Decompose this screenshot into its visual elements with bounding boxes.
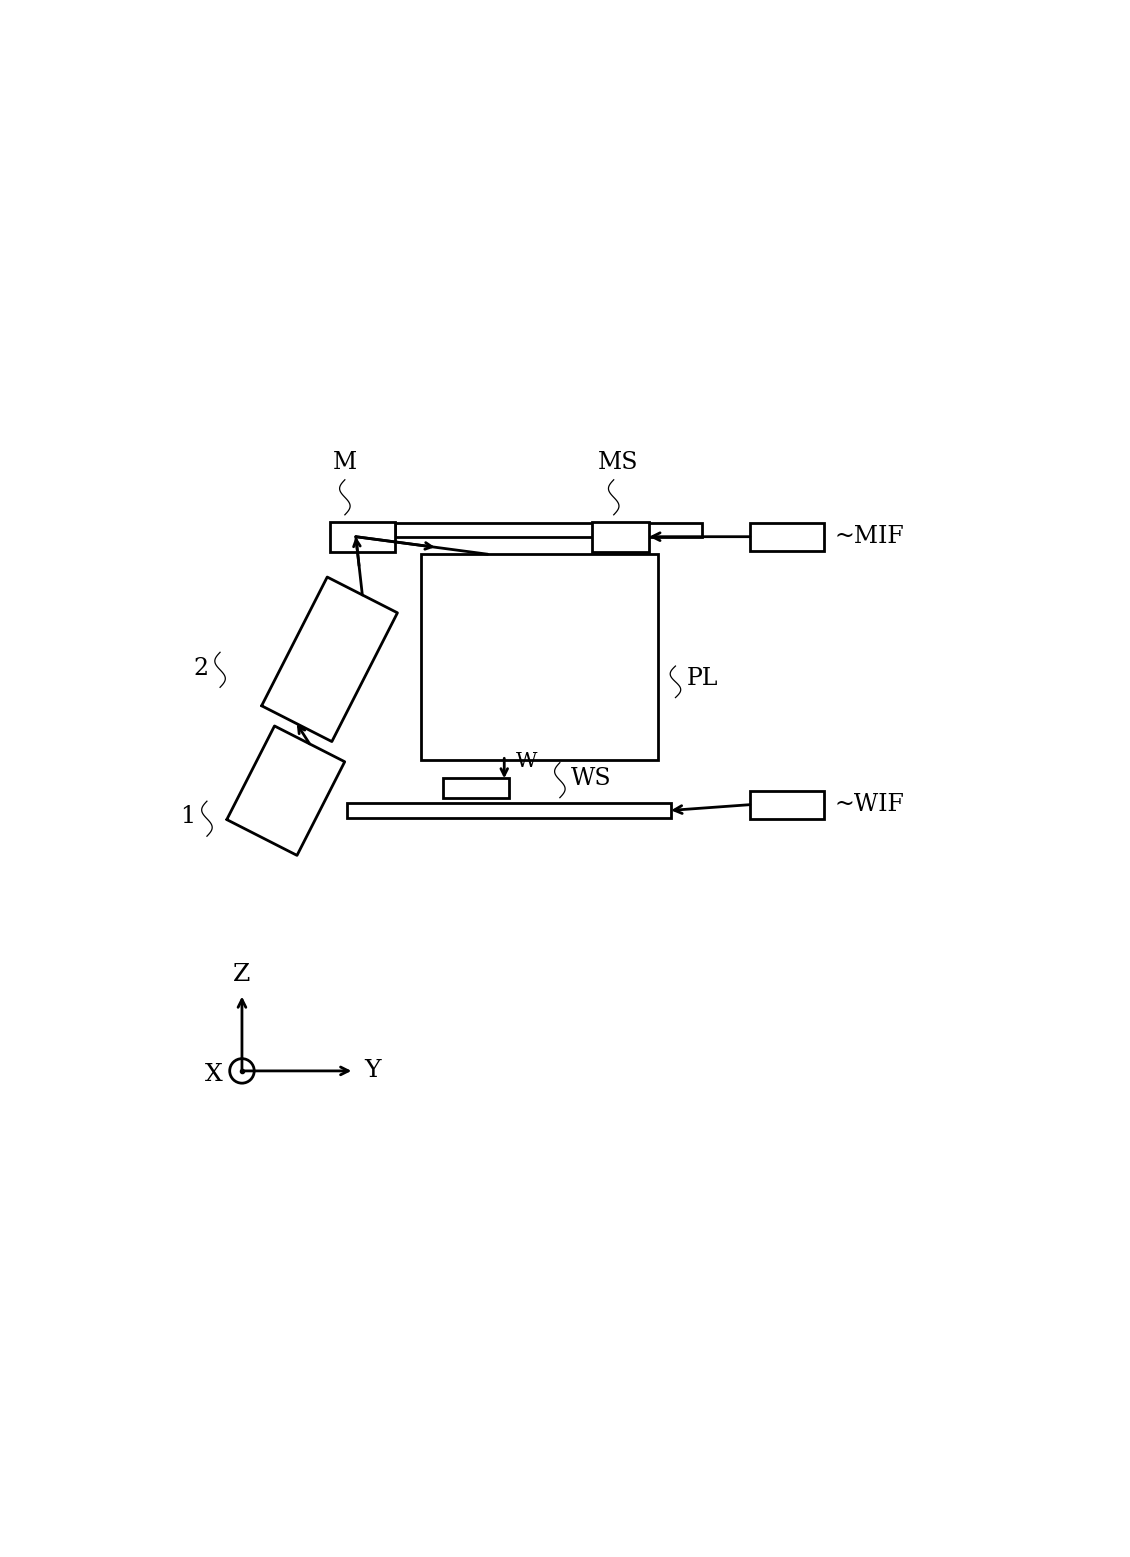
Bar — [421, 554, 658, 760]
Bar — [592, 522, 649, 551]
Text: 2: 2 — [193, 657, 209, 679]
Bar — [347, 803, 671, 817]
Bar — [750, 523, 825, 551]
Text: PL: PL — [687, 666, 719, 690]
Text: X: X — [205, 1063, 223, 1085]
Text: 1: 1 — [181, 805, 195, 828]
Text: M: M — [332, 450, 357, 473]
Bar — [330, 522, 396, 551]
Bar — [396, 523, 702, 537]
Text: WS: WS — [572, 768, 611, 789]
Bar — [750, 791, 825, 819]
Text: ~MIF: ~MIF — [835, 525, 905, 548]
Text: MS: MS — [598, 450, 638, 473]
Text: ~WIF: ~WIF — [835, 793, 905, 816]
Text: Y: Y — [365, 1059, 381, 1082]
Text: Z: Z — [233, 962, 251, 986]
Bar — [443, 778, 508, 797]
Circle shape — [229, 1059, 254, 1084]
Text: W: W — [516, 752, 538, 771]
